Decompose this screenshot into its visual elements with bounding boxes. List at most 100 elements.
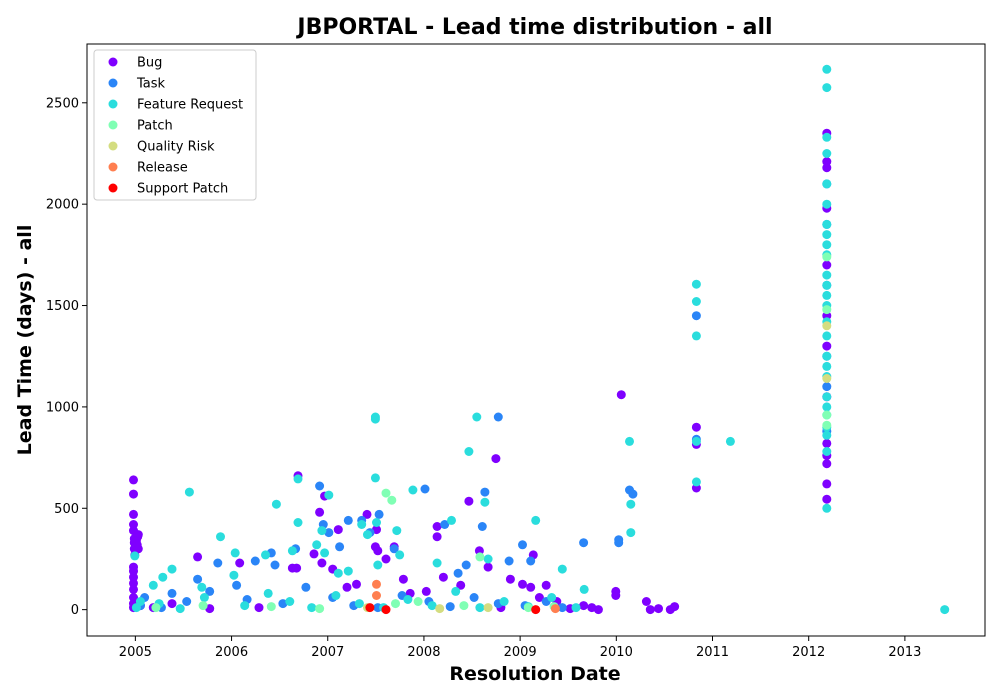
data-point-feature-request [822,199,832,209]
legend-marker [108,57,118,67]
data-point-task [270,560,280,570]
data-point-bug [373,546,383,556]
data-point-feature-request [261,550,270,560]
data-point-feature-request [691,279,701,289]
legend-box [93,49,257,201]
data-point-feature-request [725,436,735,446]
data-point-bug [432,532,442,542]
data-point-patch [387,495,397,505]
data-point-feature-request [432,558,442,568]
data-point-feature-request [372,518,381,527]
legend-marker [108,120,118,130]
data-point-bug [333,525,343,535]
data-point-feature-request [822,270,832,280]
data-point-feature-request [320,548,330,558]
x-tick-label: 2010 [600,645,633,660]
data-point-bug [483,562,493,572]
legend-label: Task [136,77,166,92]
data-point-bug [129,475,138,485]
chart-title: JBPORTAL - Lead time distribution - all [295,15,772,40]
data-point-release [372,591,381,600]
data-point-feature-request [324,490,334,500]
data-point-release [550,604,560,614]
data-point-bug [398,574,408,584]
data-point-feature-request [464,447,474,456]
data-point-feature-request [822,430,832,440]
data-point-task [315,481,325,491]
data-point-feature-request [287,546,297,556]
data-point-bug [315,507,325,517]
data-point-bug [505,574,515,584]
data-point-bug [129,509,138,519]
data-point-task [440,520,450,529]
data-point-task [518,540,527,550]
data-point-patch [475,552,485,562]
data-point-feature-request [571,603,581,613]
data-point-quality-risk [435,604,445,614]
x-tick-label: 2013 [888,645,921,660]
data-point-bug [432,522,442,531]
data-point-bug [193,552,203,562]
data-point-task [493,412,503,422]
data-point-feature-request [317,526,327,536]
data-point-feature-request [480,497,490,507]
data-point-bug [309,549,319,559]
data-point-task [389,544,399,554]
legend: Bug Task Feature Request Patch Quality Risk R… [93,49,257,201]
data-point-feature-request [822,230,832,240]
data-point-feature-request [691,477,701,487]
data-point-bug [579,601,589,611]
data-point-bug [362,509,372,519]
data-point-feature-request [370,414,380,424]
legend-label: Feature Request [137,98,243,113]
data-point-bug [822,459,832,469]
data-point-feature-request [158,572,168,582]
x-tick-label: 2007 [311,645,344,660]
data-point-bug [611,591,621,600]
data-point-bug [464,496,474,506]
data-point-feature-request [263,588,273,598]
data-point-feature-request [625,436,634,446]
data-point-feature-request [822,361,832,371]
data-point-patch [266,602,276,612]
data-point-bug [381,554,391,564]
data-point-feature-request [343,566,353,576]
data-point-feature-request [557,564,567,574]
data-point-feature-request [822,503,832,513]
data-point-feature-request [626,499,636,509]
legend-label: Patch [137,119,173,134]
data-point-patch [822,420,832,430]
data-point-feature-request [285,597,295,606]
data-point-bug [133,530,143,540]
x-tick-label: 2009 [504,645,537,660]
data-point-bug [691,422,701,432]
data-point-bug [641,597,651,606]
data-point-feature-request [130,551,140,561]
data-point-bug [822,163,832,173]
data-point-bug [645,605,655,615]
data-point-task [557,603,567,613]
data-point-feature-request [547,593,557,602]
data-point-feature-request [229,570,239,580]
x-axis-label: Resolution Date [449,663,620,685]
data-point-patch [523,603,533,613]
data-point-task [822,382,832,392]
data-point-feature-request [822,132,832,142]
data-point-task [691,311,701,321]
data-point-feature-request [822,149,832,158]
data-point-feature-request [691,436,701,446]
data-point-bug [822,341,832,351]
data-point-feature-request [822,392,832,402]
data-point-task [420,484,430,494]
y-tick-label: 0 [71,603,79,618]
data-point-task [182,597,192,606]
data-point-patch [822,305,832,315]
data-point-feature-request [395,550,405,560]
data-point-task [579,538,589,548]
data-point-feature-request [333,568,343,578]
data-point-feature-request [199,593,209,602]
data-point-bug [129,584,138,594]
y-axis-ticks: 0 500 1000 1500 2000 2500 [46,96,87,618]
data-point-bug [822,438,832,448]
